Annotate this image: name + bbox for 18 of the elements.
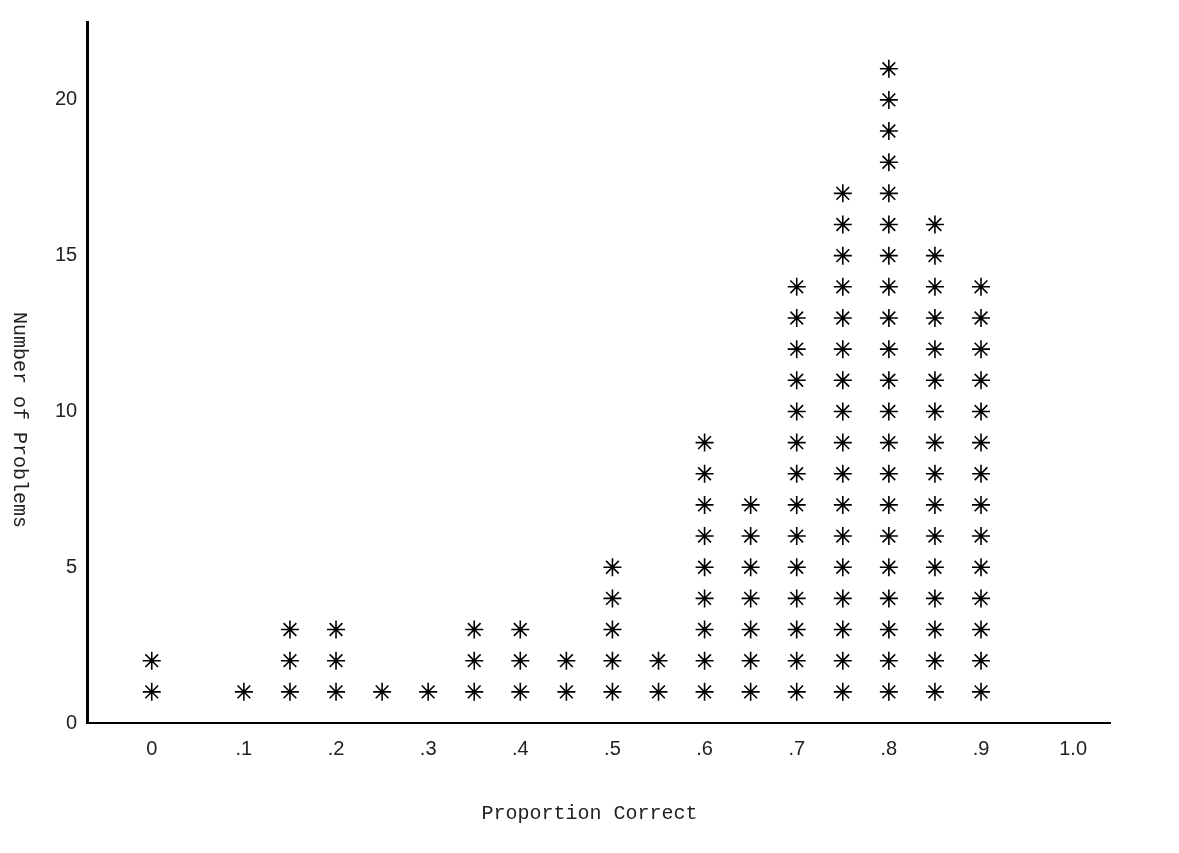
x-tick-label: 1.0: [1059, 736, 1088, 759]
y-tick-label: 10: [55, 398, 78, 421]
x-tick-label: .6: [696, 736, 713, 759]
x-axis-title: Proportion Correct: [480, 802, 699, 825]
x-tick-label: .8: [880, 736, 898, 759]
x-tick-label: .5: [604, 736, 621, 759]
x-tick-label: .4: [511, 736, 529, 759]
x-tick-label: 0: [146, 736, 158, 759]
x-tick-label: .7: [788, 736, 806, 759]
y-tick-label: 20: [55, 87, 78, 110]
x-tick-label: .9: [972, 736, 990, 759]
y-axis-title: Number of Problems: [8, 310, 31, 530]
x-tick-label: .1: [235, 736, 253, 759]
x-tick-label: .3: [419, 736, 437, 759]
y-tick-label: 5: [66, 554, 78, 577]
y-tick-label: 0: [66, 710, 78, 733]
x-tick-label: .2: [327, 736, 345, 759]
y-tick-label: 15: [55, 243, 78, 266]
